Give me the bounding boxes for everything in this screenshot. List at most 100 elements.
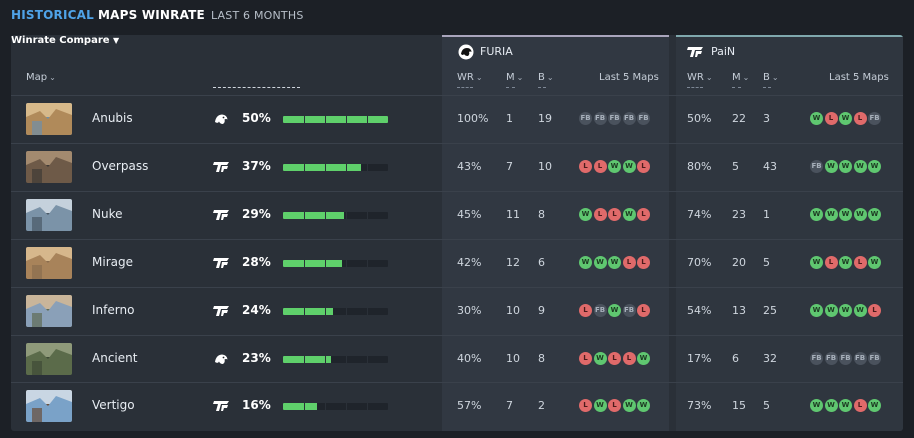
bar-segment-divider (325, 259, 326, 267)
pain-result-badge: W (839, 159, 852, 173)
furia-result-badge: W (579, 255, 592, 269)
table-row[interactable]: Anubis 50% 100% 1 19 FB FB FB FB FB 50% 22 3 W L W L FB (11, 95, 903, 143)
bar-segment-divider (367, 355, 368, 363)
map-header-label: Map (26, 72, 48, 83)
furia-result-badge: L (593, 159, 607, 173)
pain-m: 20 (732, 255, 746, 269)
furia-column (442, 35, 669, 431)
furia-sort-m[interactable]: M ⌄ (506, 72, 523, 83)
pain-m: 22 (732, 112, 746, 125)
pain-result-badge: W (868, 255, 881, 269)
pain-result-badge: W (868, 399, 881, 413)
chevron-down-icon: ⌄ (516, 73, 524, 82)
map-name: Mirage (92, 254, 133, 269)
table-row[interactable]: Vertigo 16% 57% 7 2 L W L W W 73% 15 5 W W W L W (11, 382, 903, 430)
pain-result-badge: W (839, 399, 852, 413)
furia-b: 2 (538, 399, 545, 413)
bar-segment-divider (367, 163, 368, 171)
sort-winrate-compare-header[interactable]: Winrate Compare ▼ (11, 35, 903, 46)
pain-result-badge: W (868, 159, 881, 173)
bar-segment-divider (325, 116, 326, 123)
header-underline (732, 87, 741, 88)
winrate-compare-bar (283, 307, 388, 315)
furia-sort-b[interactable]: B ⌄ (538, 72, 554, 83)
furia-last5-results: L FB W FB L (579, 303, 652, 317)
furia-m: 10 (506, 351, 520, 365)
winrate-compare-bar (283, 259, 388, 267)
pain-b: 5 (763, 399, 770, 413)
bar-segment-divider (367, 403, 368, 411)
compare-header-label: Winrate Compare (11, 35, 110, 46)
pain-result-badge: W (810, 399, 823, 413)
pain-result-badge: L (853, 112, 867, 125)
furia-sort-wr[interactable]: WR ⌄ (457, 72, 483, 83)
furia-result-badge: L (593, 207, 607, 221)
pain-result-badge: L (853, 399, 867, 413)
furia-wr: 57% (457, 399, 482, 413)
title-subtitle: LAST 6 MONTHS (210, 9, 304, 22)
furia-result-badge: W (608, 159, 621, 173)
furia-result-badge: L (608, 207, 621, 221)
furia-team-name: FURIA (480, 45, 513, 58)
furia-result-badge: FB (593, 112, 607, 125)
furia-result-badge: W (622, 207, 636, 221)
bar-segment-divider (367, 116, 368, 123)
map-name: Ancient (92, 350, 138, 365)
table-row[interactable]: Mirage 28% 42% 12 6 W W W L L 70% 20 5 W L W L W (11, 238, 903, 287)
pain-result-badge: W (824, 159, 838, 173)
pain-sort-b[interactable]: B ⌄ (763, 72, 779, 83)
furia-result-badge: W (593, 255, 607, 269)
pain-sort-m[interactable]: M ⌄ (732, 72, 749, 83)
furia-result-badge: FB (593, 303, 607, 317)
pain-last5-results: FB W W W W (810, 159, 883, 173)
bar-segment-divider (346, 307, 347, 315)
bar-segment-divider (367, 259, 368, 267)
pain-result-badge: L (853, 255, 867, 269)
b-label: B (763, 72, 770, 83)
pain-result-badge: W (824, 399, 838, 413)
map-name: Nuke (92, 206, 123, 221)
bar-segment-divider (346, 211, 347, 219)
table-row[interactable]: Ancient 23% 40% 10 8 L W L L W 17% 6 32 FB FB FB FB FB (11, 334, 903, 383)
wr-label: WR (687, 72, 704, 83)
furia-result-badge: W (579, 207, 592, 221)
table-row[interactable]: Nuke 29% 45% 11 8 W L L W L 74% 23 1 W W W W W (11, 190, 903, 239)
furia-result-badge: FB (622, 303, 636, 317)
pain-team-name: PaiN (711, 45, 736, 58)
pain-sort-wr[interactable]: WR ⌄ (687, 72, 713, 83)
chevron-down-icon: ⌄ (475, 73, 483, 82)
furia-m: 12 (506, 255, 520, 269)
bar-segment-divider (304, 355, 305, 363)
furia-wr: 42% (457, 255, 482, 269)
winrate-compare-bar-fill (283, 355, 332, 363)
pain-result-badge: W (853, 303, 867, 317)
table-row[interactable]: Inferno 24% 30% 10 9 L FB W FB L 54% 13 25 W W W W L (11, 286, 903, 335)
table-row[interactable]: Overpass 37% 43% 7 10 L L W W L 80% 5 43 FB W W W W (11, 142, 903, 191)
bar-segment-divider (346, 259, 347, 267)
pain-m: 15 (732, 399, 746, 413)
section-title: HISTORICAL MAPS WINRATE LAST 6 MONTHS (11, 8, 304, 24)
pain-result-badge: FB (810, 351, 823, 365)
winrate-compare-bar-fill (283, 403, 317, 411)
pain-result-badge: W (824, 303, 838, 317)
pain-b: 32 (763, 351, 777, 365)
map-thumbnail (26, 198, 72, 231)
pain-result-badge: L (824, 112, 838, 125)
furia-wr: 45% (457, 207, 482, 221)
header-underline (763, 87, 771, 88)
winrate-compare-bar (283, 211, 388, 219)
map-name: Inferno (92, 302, 135, 317)
sort-map-header[interactable]: Map ⌄ (26, 72, 56, 83)
furia-result-badge: FB (637, 112, 650, 125)
furia-result-badge: FB (608, 112, 621, 125)
pain-result-badge: W (853, 159, 867, 173)
wr-label: WR (457, 72, 474, 83)
title-accent: HISTORICAL (11, 8, 94, 22)
furia-result-badge: W (622, 159, 636, 173)
pain-result-badge: W (868, 207, 881, 221)
